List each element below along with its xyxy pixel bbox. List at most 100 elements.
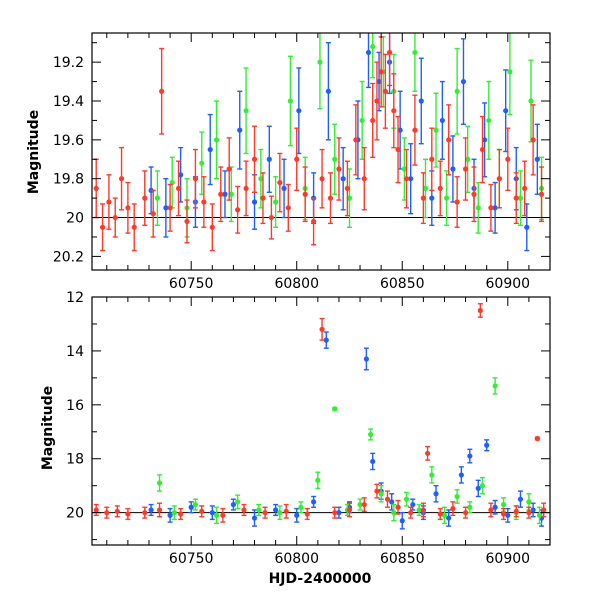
top-data-point <box>378 69 384 75</box>
top-data-point <box>446 137 452 143</box>
top-y-tick-label: 19.6 <box>53 133 84 149</box>
bottom-data-point <box>391 510 397 516</box>
bottom-data-point <box>332 510 338 516</box>
bottom-data-point <box>241 507 247 513</box>
top-data-point <box>370 117 376 124</box>
top-data-point <box>228 191 234 197</box>
top-data-point <box>142 195 148 201</box>
top-data-point <box>207 146 213 153</box>
bottom-data-point <box>367 431 374 438</box>
top-data-point <box>359 117 365 124</box>
bottom-frame <box>91 296 551 546</box>
top-data-point <box>336 166 342 172</box>
top-data-point <box>319 176 325 182</box>
bottom-data-point <box>361 501 367 508</box>
bottom-data-point <box>492 504 498 510</box>
top-data-point <box>112 214 118 221</box>
bottom-data-point <box>513 508 519 514</box>
bottom-data-point <box>230 501 237 508</box>
bottom-data-point <box>93 507 99 513</box>
top-data-point <box>178 172 184 178</box>
bottom-data-point <box>167 512 173 518</box>
top-data-point <box>327 195 334 201</box>
bottom-data-point <box>125 511 131 517</box>
top-data-point <box>475 205 481 211</box>
top-data-point <box>443 195 450 201</box>
top-y-axis-title: Magnitude <box>26 110 42 194</box>
bottom-data-point <box>256 507 262 513</box>
bottom-data-point <box>277 510 283 516</box>
bottom-data-point <box>488 507 494 513</box>
top-data-point <box>106 199 112 205</box>
bottom-data-point <box>262 510 268 516</box>
top-data-point <box>260 195 266 201</box>
bottom-data-point <box>363 356 369 362</box>
top-data-point <box>462 166 469 172</box>
top-data-point <box>524 224 530 230</box>
top-data-point <box>530 137 536 143</box>
top-data-point <box>99 224 106 230</box>
bottom-data-point <box>477 307 483 314</box>
top-data-point <box>522 185 528 192</box>
bottom-data-point <box>500 511 507 517</box>
top-data-point <box>317 59 323 65</box>
top-data-point <box>258 176 264 182</box>
top-data-point <box>243 108 249 114</box>
top-data-point <box>505 156 511 162</box>
top-data-point <box>266 156 272 162</box>
top-y-tick-label: 20.2 <box>53 249 84 265</box>
top-y-tick-label: 19.8 <box>53 172 84 188</box>
top-data-point <box>412 127 418 133</box>
bottom-data-point <box>467 453 473 459</box>
bottom-data-point <box>323 337 329 343</box>
bottom-data-point <box>441 512 448 518</box>
top-data-point <box>460 78 467 85</box>
bottom-data-point <box>437 511 443 517</box>
bottom-data-point <box>446 515 452 521</box>
bottom-data-point <box>408 510 414 516</box>
top-axes: 60750 60800 60850 60900 19.2 19.4 19.6 19.8 20 20… <box>53 32 551 292</box>
top-data-point <box>391 108 397 114</box>
bottom-y-tick-label: 16 <box>66 398 84 414</box>
top-data-point <box>192 176 199 182</box>
top-data-point <box>251 156 258 162</box>
top-x-tick-label: 60900 <box>486 276 531 292</box>
bottom-data-point <box>104 510 110 516</box>
bottom-data-point <box>399 518 405 524</box>
bottom-x-tick-label: 60900 <box>486 551 531 567</box>
bottom-data-point <box>357 501 363 508</box>
top-data-point <box>433 127 439 133</box>
top-data-point <box>163 205 169 211</box>
top-data-point <box>184 218 190 225</box>
bottom-data-point <box>534 435 540 442</box>
bottom-y-tick-label: 14 <box>66 344 84 360</box>
top-series-2 <box>93 33 545 252</box>
top-data-point <box>332 156 338 162</box>
top-data-point <box>401 166 407 172</box>
top-data-point <box>486 117 492 124</box>
top-series-0 <box>148 33 540 252</box>
top-data-point <box>93 185 99 192</box>
top-data-point <box>454 199 460 205</box>
top-data-point <box>277 179 283 186</box>
top-data-point <box>302 191 308 197</box>
bottom-data-point <box>454 493 460 500</box>
top-y-tick-label: 19.4 <box>53 94 84 110</box>
top-data-point <box>382 88 388 94</box>
top-panel: 60750 60800 60850 60900 19.2 19.4 19.6 19.8 20 20… <box>53 32 551 292</box>
bottom-data-point <box>374 488 380 494</box>
bottom-data-point <box>235 499 241 505</box>
bottom-series-0 <box>148 331 545 530</box>
top-data-point <box>118 176 125 182</box>
bottom-data-point <box>220 512 226 518</box>
top-data-point <box>418 98 424 104</box>
top-data-point <box>235 207 241 213</box>
top-data-marks <box>92 33 550 252</box>
top-y-tick-label: 20 <box>66 211 84 227</box>
top-data-point <box>471 191 477 197</box>
bottom-data-point <box>526 499 532 505</box>
bottom-data-point <box>315 477 321 483</box>
bottom-data-point <box>526 510 532 516</box>
bottom-data-point <box>420 507 426 513</box>
